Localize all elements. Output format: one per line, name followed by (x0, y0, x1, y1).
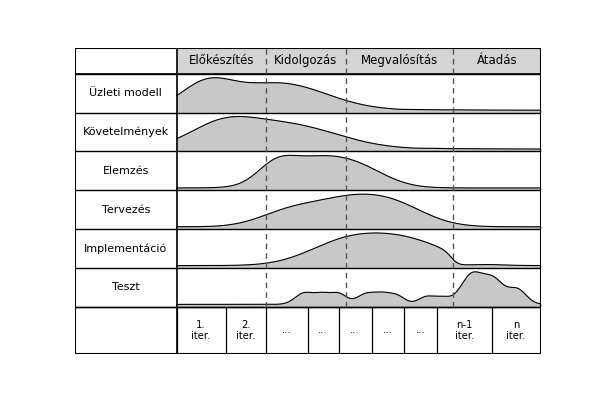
Text: n
iter.: n iter. (507, 320, 526, 341)
Text: Átadás: Átadás (477, 54, 517, 67)
Text: ...: ... (282, 326, 291, 336)
Text: Teszt: Teszt (112, 282, 140, 292)
Text: Megvalósítás: Megvalósítás (361, 54, 438, 67)
Text: Kidolgozás: Kidolgozás (274, 54, 338, 67)
Text: Elemzés: Elemzés (103, 166, 149, 176)
Text: Tervezés: Tervezés (102, 205, 150, 215)
Text: Implementáció: Implementáció (84, 243, 168, 254)
Text: ...: ... (350, 326, 360, 336)
Text: 2.
iter.: 2. iter. (236, 320, 255, 341)
Text: Üzleti modell: Üzleti modell (90, 88, 162, 98)
Text: ...: ... (318, 326, 328, 336)
Text: ...: ... (383, 326, 393, 336)
Text: 1.
iter.: 1. iter. (191, 320, 211, 341)
Text: ...: ... (416, 326, 426, 336)
Text: n-1
iter.: n-1 iter. (455, 320, 474, 341)
Bar (177, 48, 541, 74)
Text: Előkészítés: Előkészítés (189, 54, 254, 67)
Text: Követelmények: Követelmények (83, 127, 169, 137)
